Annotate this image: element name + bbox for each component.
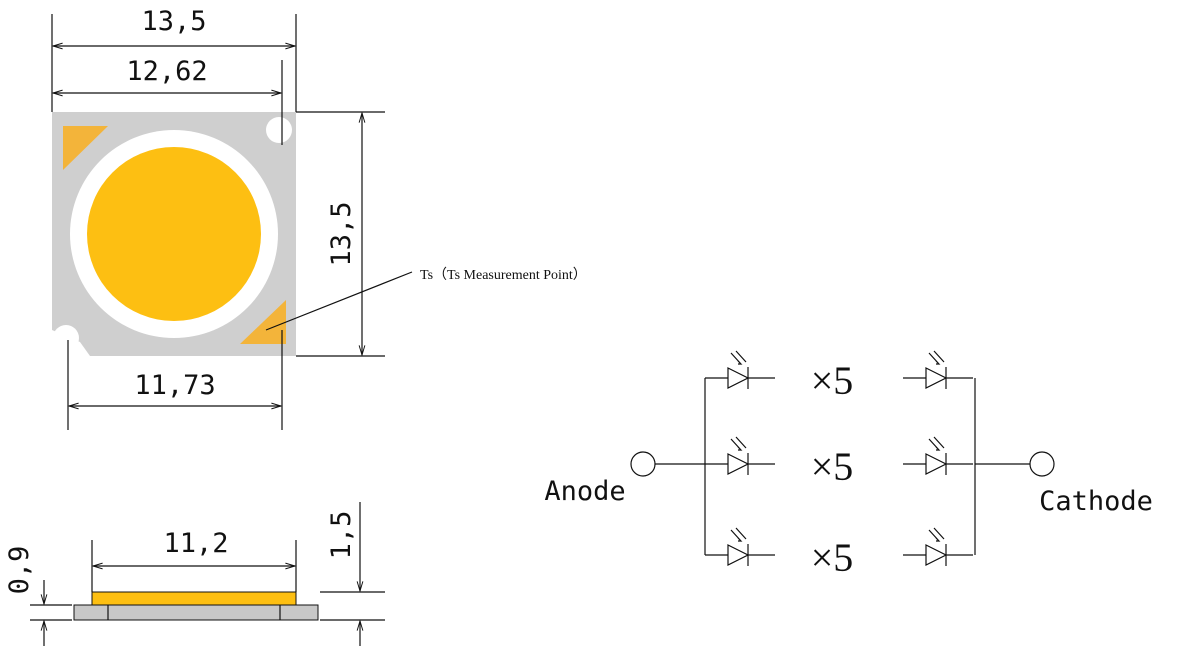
multiplier: ×5: [811, 358, 854, 403]
terminal: [630, 451, 656, 477]
dim-label: 0,9: [4, 546, 35, 595]
dim-label: 11,73: [134, 370, 215, 401]
light-arrow: [730, 350, 747, 365]
ts-label: Ts（Ts Measurement Point）: [420, 267, 587, 283]
pad: [240, 300, 286, 344]
light-arrow: [730, 527, 747, 542]
circuit: Anode Cathode ×5 ×5 ×5: [544, 350, 1153, 580]
dim-label: 1,5: [326, 511, 357, 560]
pad: [63, 126, 108, 170]
light-arrow: [928, 436, 945, 451]
diode: [925, 367, 948, 389]
base: [73, 604, 319, 621]
diode: [925, 453, 948, 475]
mount-hole: [266, 117, 292, 143]
light-arrow: [730, 436, 747, 451]
anode-label: Anode: [544, 476, 625, 507]
diode: [727, 367, 750, 389]
side-view: 11,2 0,9 1,5: [4, 502, 385, 646]
cathode-label: Cathode: [1039, 486, 1153, 517]
diode: [727, 544, 750, 566]
multiplier: ×5: [811, 444, 854, 489]
diode: [925, 544, 948, 566]
top-view: 13,5 12,62 13,5 11,73 Ts（Ts Measurement …: [51, 6, 587, 430]
dim-label: 12,62: [126, 56, 207, 87]
lens: [91, 591, 297, 606]
leader: [265, 271, 413, 331]
diode: [727, 453, 750, 475]
light-arrow: [928, 527, 945, 542]
mount-hole: [53, 325, 79, 351]
dim-label: 11,2: [163, 528, 228, 559]
terminal: [1029, 451, 1055, 477]
dim-label: 13,5: [141, 6, 206, 37]
multiplier: ×5: [811, 535, 854, 580]
dim-label: 13,5: [326, 201, 357, 266]
light-arrow: [928, 350, 945, 365]
phosphor: [87, 147, 261, 321]
